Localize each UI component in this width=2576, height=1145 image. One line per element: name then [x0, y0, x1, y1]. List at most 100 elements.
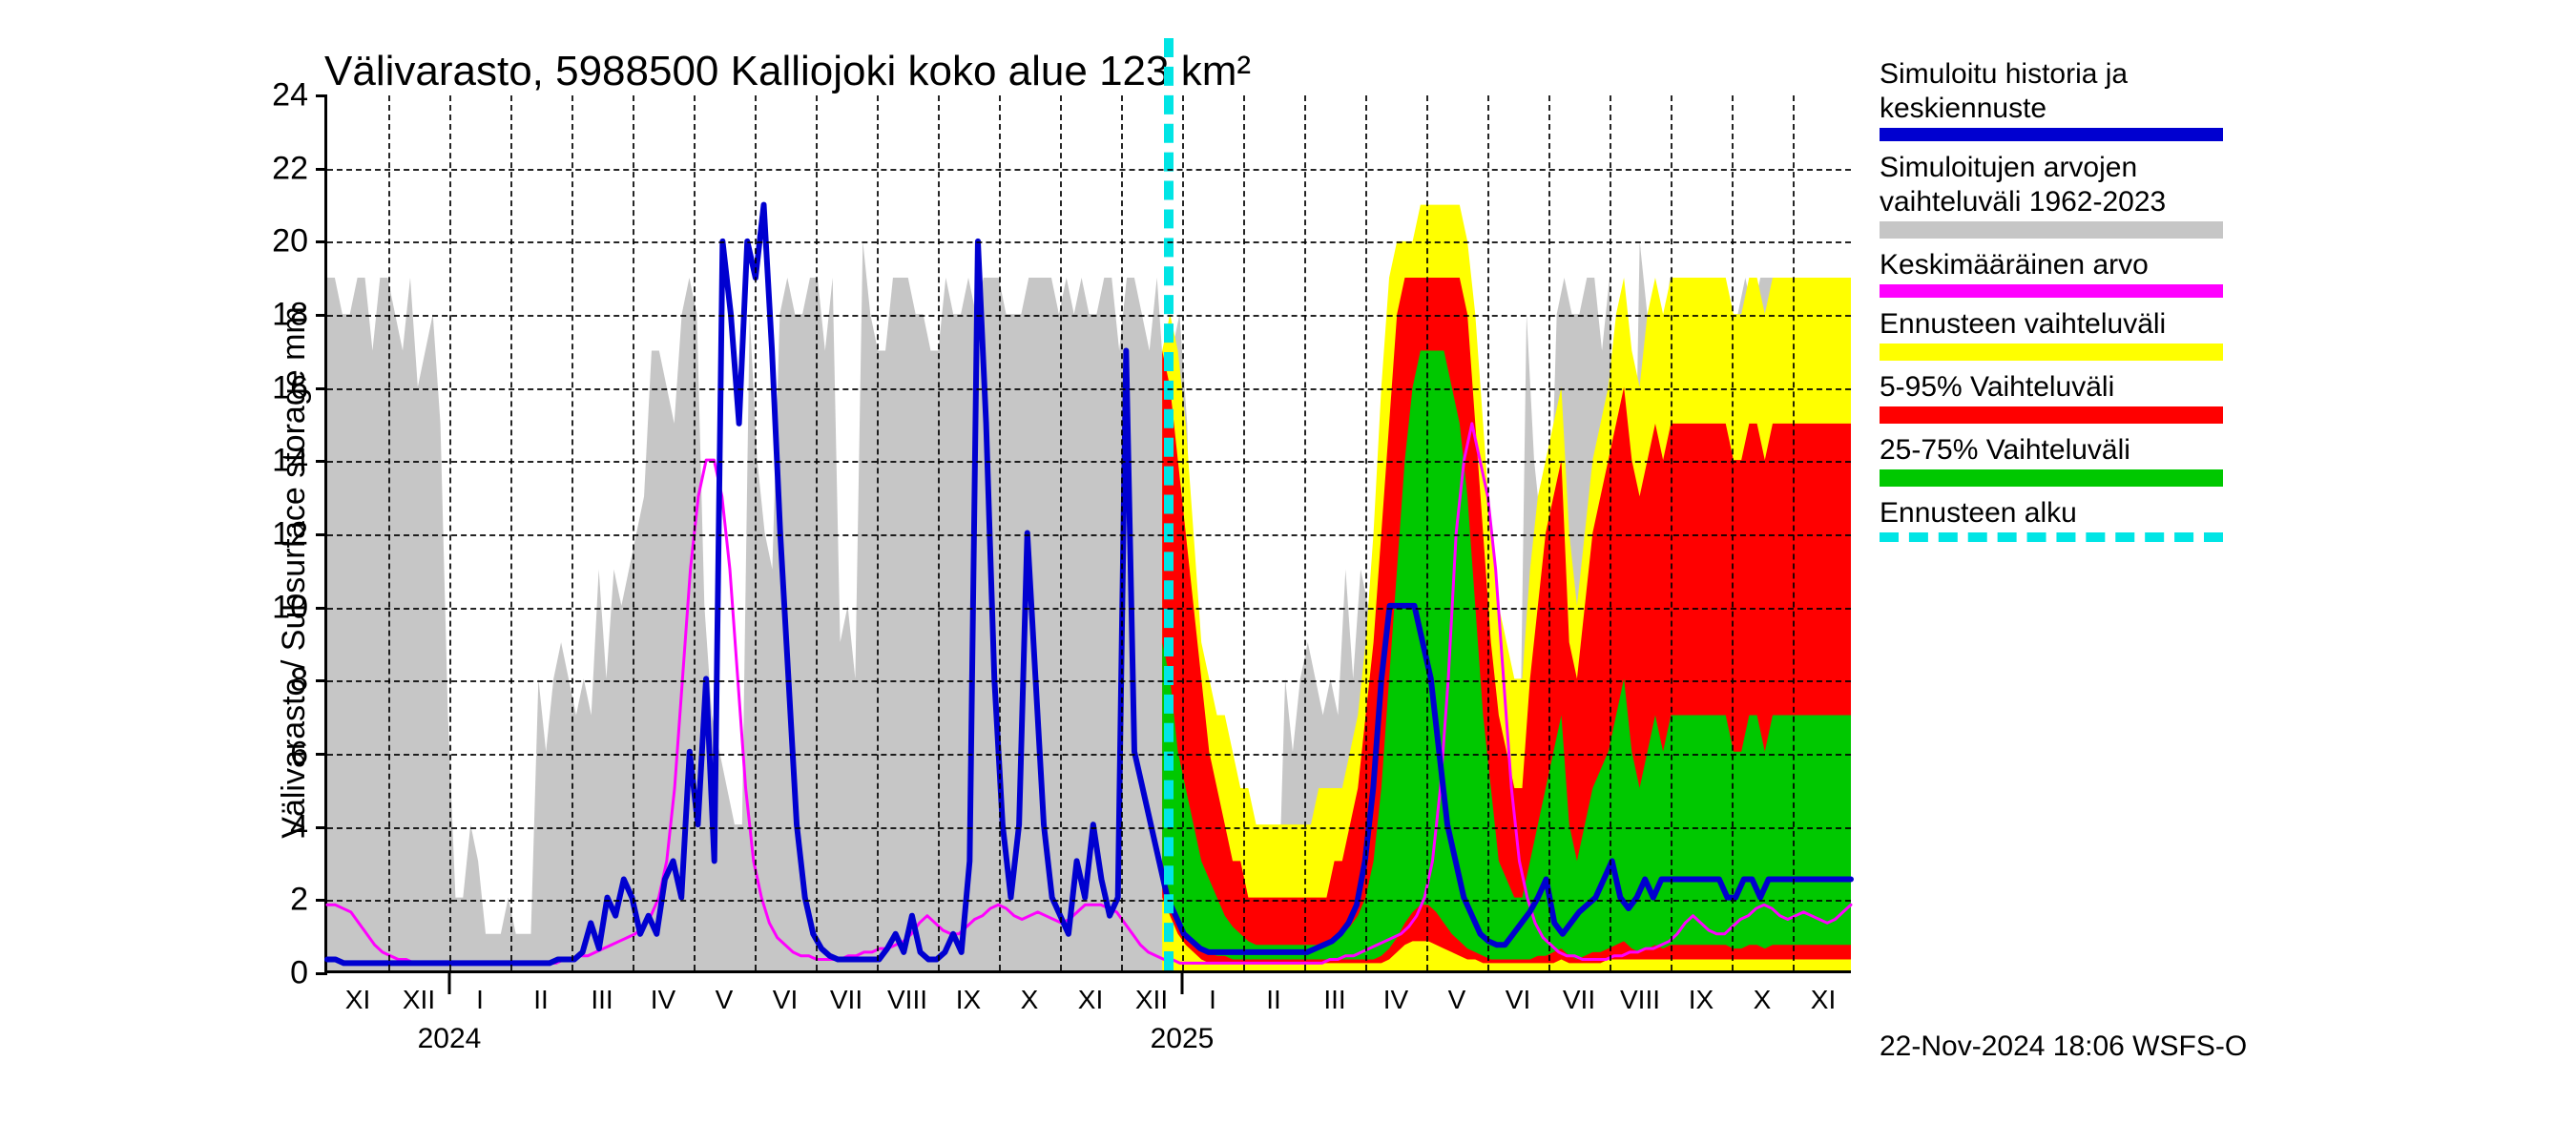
x-tick-label: VIII	[887, 985, 927, 1015]
gridline-vertical	[755, 95, 757, 970]
gridline-vertical	[449, 95, 451, 970]
legend-entry: Ennusteen vaihteluväli	[1880, 307, 2242, 361]
gridline-vertical	[1243, 95, 1245, 970]
legend-swatch	[1880, 532, 2223, 542]
x-year-label: 2024	[418, 1023, 482, 1055]
gridline-vertical	[1121, 95, 1123, 970]
y-tick-mark	[316, 899, 327, 902]
y-tick-mark	[316, 460, 327, 463]
legend-entry: Simuloitujen arvojen vaihteluväli 1962-2…	[1880, 151, 2242, 239]
legend-swatch	[1880, 284, 2223, 298]
x-tick-label: II	[533, 985, 549, 1015]
x-tick-label: III	[591, 985, 613, 1015]
legend-label: Simuloitujen arvojen vaihteluväli 1962-2…	[1880, 151, 2242, 219]
x-tick-label: IX	[1689, 985, 1714, 1015]
legend-label: Ennusteen vaihteluväli	[1880, 307, 2242, 342]
y-tick-mark	[316, 240, 327, 243]
x-year-tick	[1181, 970, 1184, 994]
y-tick-mark	[316, 826, 327, 829]
legend-swatch	[1880, 221, 2223, 239]
gridline-vertical	[1610, 95, 1611, 970]
y-tick-label: 0	[290, 955, 308, 992]
gridline-vertical	[938, 95, 940, 970]
gridline-horizontal	[327, 827, 1851, 829]
x-tick-label: XI	[1078, 985, 1103, 1015]
gridline-vertical	[1732, 95, 1734, 970]
y-tick-label: 22	[272, 150, 308, 187]
x-tick-label: IX	[956, 985, 981, 1015]
gridline-horizontal	[327, 534, 1851, 536]
y-tick-mark	[316, 94, 327, 97]
x-tick-label: VI	[773, 985, 798, 1015]
legend-swatch	[1880, 406, 2223, 424]
legend-label: Simuloitu historia ja keskiennuste	[1880, 57, 2242, 126]
gridline-horizontal	[327, 241, 1851, 243]
x-tick-label: VI	[1506, 985, 1530, 1015]
gridline-vertical	[1487, 95, 1489, 970]
y-tick-mark	[316, 533, 327, 536]
gridline-vertical	[877, 95, 879, 970]
legend-swatch	[1880, 128, 2223, 141]
y-tick-label: 8	[290, 662, 308, 699]
legend-label: Keskimääräinen arvo	[1880, 248, 2242, 282]
legend-entry: 5-95% Vaihteluväli	[1880, 370, 2242, 424]
gridline-horizontal	[327, 461, 1851, 463]
y-tick-label: 14	[272, 443, 308, 480]
legend-label: 5-95% Vaihteluväli	[1880, 370, 2242, 405]
legend-entry: 25-75% Vaihteluväli	[1880, 433, 2242, 487]
footer-timestamp: 22-Nov-2024 18:06 WSFS-O	[1880, 1030, 2247, 1063]
chart-svg	[327, 95, 1851, 970]
y-tick-mark	[316, 387, 327, 390]
gridline-vertical	[816, 95, 818, 970]
legend-entry: Simuloitu historia ja keskiennuste	[1880, 57, 2242, 141]
gridline-vertical	[510, 95, 512, 970]
x-tick-label: XI	[1811, 985, 1836, 1015]
chart-title: Välivarasto, 5988500 Kalliojoki koko alu…	[324, 48, 1251, 95]
x-tick-label: VII	[1563, 985, 1595, 1015]
x-tick-label: IV	[1383, 985, 1408, 1015]
gridline-vertical	[571, 95, 573, 970]
x-tick-label: I	[476, 985, 484, 1015]
gridline-vertical	[694, 95, 696, 970]
gridline-vertical	[388, 95, 390, 970]
legend-entry: Keskimääräinen arvo	[1880, 248, 2242, 298]
legend-swatch	[1880, 469, 2223, 487]
y-tick-label: 4	[290, 808, 308, 845]
y-tick-mark	[316, 607, 327, 610]
gridline-horizontal	[327, 900, 1851, 902]
gridline-vertical	[1304, 95, 1306, 970]
x-tick-label: XI	[345, 985, 370, 1015]
chart-container: Välivarasto / Subsurface storage mm Väli…	[0, 0, 2576, 1145]
gridline-vertical	[999, 95, 1001, 970]
gridline-vertical	[1426, 95, 1428, 970]
gridline-vertical	[1060, 95, 1062, 970]
gridline-horizontal	[327, 169, 1851, 171]
y-tick-mark	[316, 972, 327, 975]
x-tick-label: X	[1021, 985, 1039, 1015]
gridline-vertical	[1671, 95, 1672, 970]
x-year-tick	[448, 970, 451, 994]
y-tick-label: 24	[272, 77, 308, 114]
x-tick-label: V	[1448, 985, 1466, 1015]
y-tick-label: 10	[272, 589, 308, 626]
legend-entry: Ennusteen alku	[1880, 496, 2242, 542]
legend: Simuloitu historia ja keskiennuste Simulo…	[1880, 57, 2242, 552]
y-tick-label: 20	[272, 223, 308, 260]
gridline-vertical	[1548, 95, 1550, 970]
forecast-start-line	[1164, 38, 1174, 970]
legend-swatch	[1880, 344, 2223, 361]
x-tick-label: X	[1754, 985, 1772, 1015]
x-tick-label: IV	[651, 985, 675, 1015]
plot-area: 024681012141618202224XIXIIIIIIIIIVVVIVII…	[324, 95, 1851, 973]
x-tick-label: VII	[830, 985, 862, 1015]
x-tick-label: XII	[1135, 985, 1168, 1015]
x-year-label: 2025	[1151, 1023, 1215, 1055]
gridline-vertical	[633, 95, 634, 970]
gridline-horizontal	[327, 680, 1851, 682]
gridline-horizontal	[327, 315, 1851, 317]
x-tick-label: III	[1323, 985, 1345, 1015]
gridline-horizontal	[327, 388, 1851, 390]
y-tick-label: 2	[290, 882, 308, 919]
y-tick-label: 16	[272, 369, 308, 406]
gridline-vertical	[1365, 95, 1367, 970]
